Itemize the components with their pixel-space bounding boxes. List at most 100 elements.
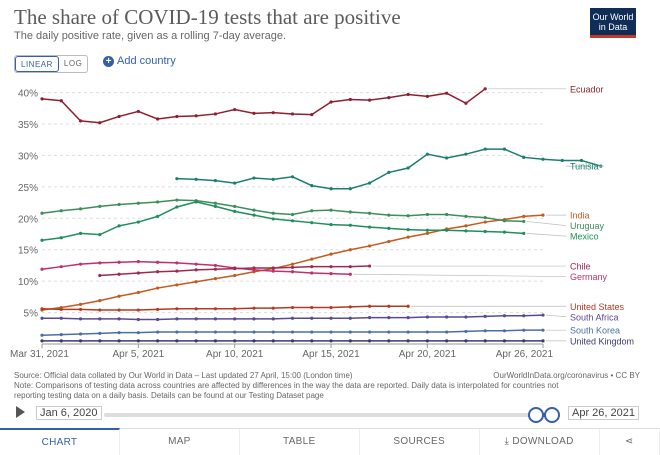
data-point [464,224,468,228]
data-point [367,264,372,268]
series-line-uruguay [41,199,524,223]
data-point [290,270,295,274]
data-point [213,330,218,334]
share-button[interactable]: ⋖ [600,429,660,455]
data-point [175,330,179,334]
data-point [445,330,449,334]
x-tick-label: Apr 15, 2021 [302,349,360,360]
data-point [271,317,275,321]
series-chile [98,264,372,278]
data-point [233,107,237,112]
timeline-start-handle[interactable] [528,407,544,423]
timeline-end-handle[interactable] [544,407,560,423]
data-point [522,339,526,343]
x-tick-label: Mar 31, 2021 [10,349,69,360]
logo-line-1: Our World [592,12,634,22]
data-point [78,231,83,235]
linear-scale-button[interactable]: LINEAR [15,56,59,72]
data-point [233,273,237,278]
data-point [78,332,83,336]
data-point [425,152,429,156]
data-point [117,317,121,321]
series-line-united-states [41,305,409,311]
timeline-end-label[interactable]: Apr 26, 2021 [568,406,639,420]
timeline-start-label[interactable]: Jan 6, 2020 [36,406,102,420]
y-tick-label: 20% [18,214,38,225]
add-country-label: Add country [117,55,176,67]
data-point [40,339,44,343]
note-line-1: Note: Comparisons of testing data across… [14,381,559,390]
y-tick-label: 15% [18,246,38,257]
data-point [175,317,179,321]
data-point [522,231,526,235]
data-point [175,261,179,265]
data-point [252,306,256,310]
data-point [406,235,410,239]
data-point [271,306,275,310]
data-point [310,316,314,320]
leader-line-south-africa [545,314,567,318]
data-point [233,339,237,343]
source-text: Source: Official data collated by Our Wo… [14,371,353,380]
data-point [329,339,333,343]
data-point [213,201,218,205]
series-line-ecuador [41,88,486,124]
data-point [252,266,256,270]
data-point [348,330,352,334]
data-point [40,211,44,215]
data-point [156,330,160,334]
data-point [329,187,333,191]
owid-logo[interactable]: Our World in Data [590,8,636,38]
play-icon[interactable] [16,406,25,418]
data-point [329,316,333,320]
data-point [445,212,449,217]
timeline-track[interactable] [104,413,550,417]
data-point [78,119,83,123]
data-point [329,100,333,104]
data-point [425,330,429,334]
data-point [233,266,237,271]
scale-toggle[interactable]: LINEAR LOG [14,55,89,73]
tab-chart[interactable]: CHART [0,428,120,455]
data-point [387,170,391,174]
data-point [406,92,410,97]
y-tick-label: 5% [24,309,39,320]
data-point [329,305,333,310]
leader-line-uruguay [526,221,567,226]
data-point [406,304,410,308]
credit-text: OurWorldInData.org/coronavirus • CC BY [493,371,640,380]
data-point [483,314,487,318]
y-tick-label: 35% [18,120,38,131]
chart-title: The share of COVID-19 tests that are pos… [14,5,401,29]
tab-sources[interactable]: SOURCES [360,429,480,455]
data-point [367,244,372,248]
series-tunisia [175,147,603,191]
data-point [98,317,102,321]
data-point [348,248,352,252]
tab-map[interactable]: MAP [120,429,240,455]
data-point [579,158,584,163]
data-point [483,147,487,151]
data-point [290,339,295,343]
tab-download[interactable]: ⤓ DOWNLOAD [480,429,600,455]
data-point [175,177,179,181]
leader-line-germany [353,273,567,277]
data-point [348,305,352,309]
add-country-button[interactable]: + Add country [103,55,176,67]
tab-table[interactable]: TABLE [240,429,360,455]
data-point [233,181,237,185]
data-point [233,330,237,334]
grid [42,92,543,314]
data-point [271,111,275,115]
data-point [522,214,526,218]
x-tick-label: Apr 10, 2021 [206,349,264,360]
data-point [310,257,314,261]
data-point [59,339,63,343]
legend-label-united-states: United States [570,302,625,312]
data-point [271,211,275,215]
line-chart[interactable]: 5% 10% 15% 20% 25% 30% 35% 40% Mar 31, 2021 Apr … [0,0,660,400]
data-point [175,205,179,209]
data-point [445,91,449,95]
log-scale-button[interactable]: LOG [63,59,83,68]
data-point [541,328,545,332]
